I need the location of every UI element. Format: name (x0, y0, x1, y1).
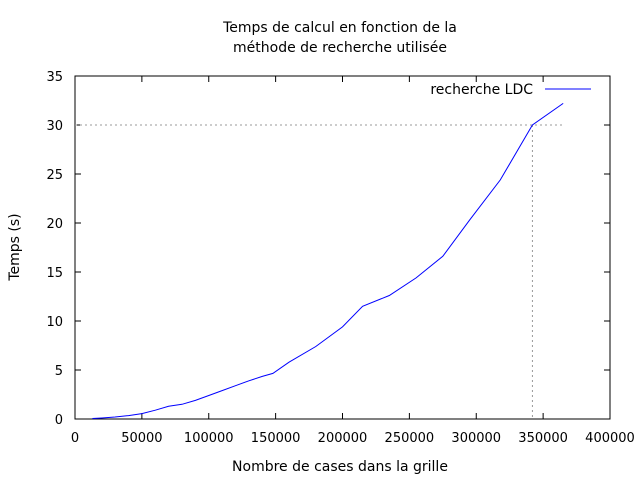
y-axis-label: Temps (s) (7, 213, 23, 281)
legend: recherche LDC (430, 82, 591, 98)
x-tick-label: 350000 (518, 431, 568, 446)
x-axis-label: Nombre de cases dans la grille (232, 459, 448, 475)
y-tick-label: 35 (46, 70, 63, 85)
y-tick-label: 10 (46, 315, 63, 330)
y-tick-label: 20 (46, 217, 63, 232)
chart-title-line-2: méthode de recherche utilisée (233, 40, 447, 56)
x-tick-label: 50000 (121, 431, 162, 446)
series-line (92, 102, 564, 419)
y-tick-label: 0 (55, 413, 63, 428)
x-tick-label: 200000 (318, 431, 368, 446)
x-tick-label: 0 (71, 431, 79, 446)
y-tick-label: 5 (55, 364, 63, 379)
plot-frame (74, 75, 611, 420)
y-tick-label: 25 (46, 168, 63, 183)
x-tick-label: 400000 (585, 431, 635, 446)
x-tick-label: 250000 (385, 431, 435, 446)
x-tick-label: 300000 (451, 431, 501, 446)
y-tick-label: 15 (46, 266, 63, 281)
series-layer (92, 102, 564, 419)
x-tick-label: 100000 (184, 431, 234, 446)
axes-layer: 0 50000 100000 150000 200000 250000 300000 3500… (46, 70, 634, 446)
chart-title-line-1: Temps de calcul en fonction de la (222, 20, 457, 36)
y-tick-label: 30 (46, 119, 63, 134)
x-tick-label: 150000 (251, 431, 301, 446)
reference-lines (75, 124, 562, 419)
legend-label: recherche LDC (430, 82, 533, 98)
